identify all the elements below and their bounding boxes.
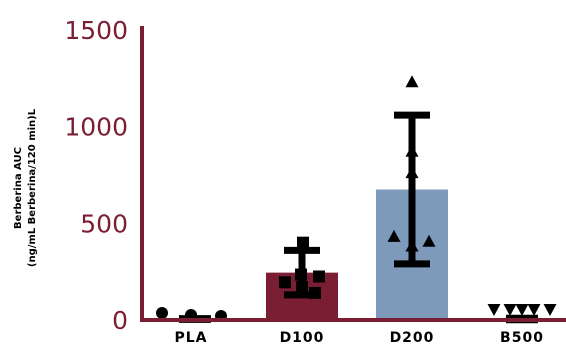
point-b500-4 [527,304,541,316]
point-d200-6 [405,166,419,179]
y-axis-label-line2: (ng/mL Berberina/120 min)L [27,108,38,267]
point-d200-2 [405,144,419,157]
axes-layer [140,26,566,322]
point-d100-3 [279,276,291,289]
point-d100-4 [309,286,321,299]
point-b500-3 [515,304,529,316]
errorbars-layer [179,111,538,324]
point-d100-2 [297,236,309,249]
y-tick-label-0: 0 [112,306,128,335]
labels-layer: Berberina AUC (ng/mL Berberina/120 min)L… [13,16,544,345]
x-tick-label-pla: PLA [174,330,207,345]
point-pla-1 [156,307,168,319]
y-axis-label-line1: Berberina AUC [13,147,24,229]
point-d200-1 [405,75,419,88]
bars-layer [159,189,558,320]
point-b500-2 [503,304,517,316]
points-layer [156,75,557,322]
x-tick-label-d200: D200 [390,330,435,345]
point-d100-5 [313,270,325,283]
point-d100-1 [295,268,307,281]
y-tick-label-1000: 1000 [64,113,128,142]
y-tick-label-500: 500 [80,209,128,238]
point-d100-6 [296,281,308,294]
y-tick-label-1500: 1500 [64,16,128,45]
point-b500-1 [487,304,501,316]
x-tick-label-b500: B500 [500,330,544,345]
point-b500-5 [543,304,557,316]
point-d200-4 [405,239,419,252]
x-tick-label-d100: D100 [280,330,325,345]
errorbar-d200 [394,111,430,268]
point-d200-3 [387,229,401,242]
point-d200-5 [422,234,436,247]
